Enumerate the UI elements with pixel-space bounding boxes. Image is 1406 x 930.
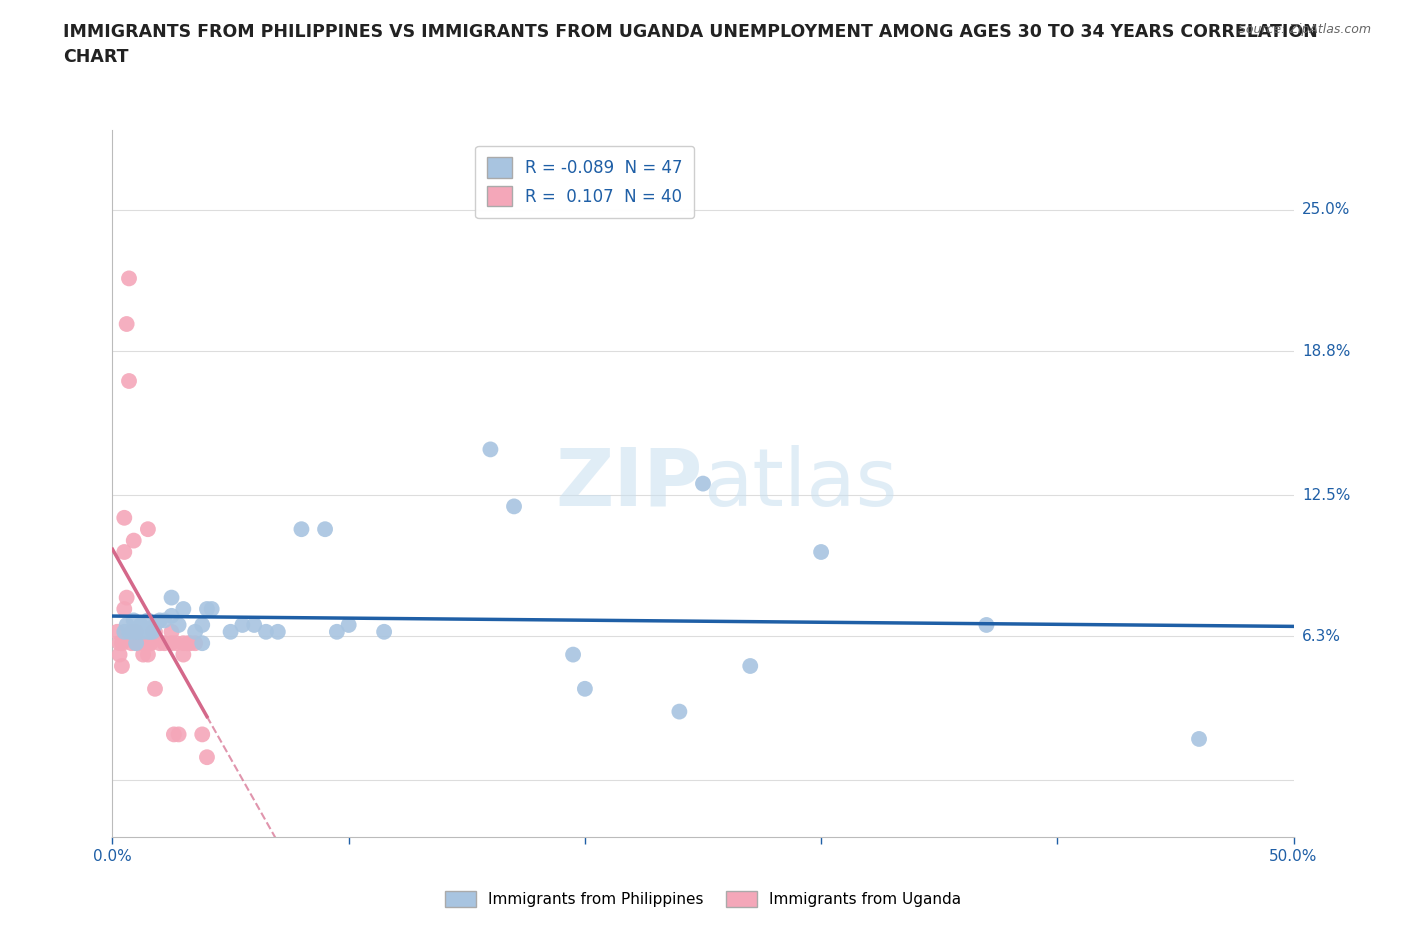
Point (479, 442, 502, 457)
Point (195, 750, 218, 764)
Text: atlas: atlas (703, 445, 897, 523)
Point (191, 636, 214, 651)
Point (165, 636, 187, 651)
Point (153, 636, 176, 651)
Point (136, 613, 159, 628)
Point (139, 636, 162, 651)
Point (160, 608, 183, 623)
Point (136, 624, 159, 639)
Point (125, 636, 148, 651)
Point (112, 511, 135, 525)
Point (143, 618, 166, 632)
Point (167, 618, 190, 632)
Point (191, 727, 214, 742)
Point (668, 704, 690, 719)
Point (143, 682, 166, 697)
Point (231, 618, 253, 632)
Point (132, 647, 155, 662)
Point (337, 618, 360, 632)
Point (118, 374, 141, 389)
Point (142, 624, 165, 639)
Point (177, 636, 200, 651)
Point (132, 624, 155, 639)
Point (108, 636, 131, 651)
Point (136, 522, 159, 537)
Point (184, 624, 207, 639)
Text: 12.5%: 12.5% (1302, 487, 1350, 502)
Point (143, 624, 166, 639)
Text: IMMIGRANTS FROM PHILIPPINES VS IMMIGRANTS FROM UGANDA UNEMPLOYMENT AMONG AGES 30: IMMIGRANTS FROM PHILIPPINES VS IMMIGRANT… (63, 23, 1317, 66)
Point (120, 636, 142, 651)
Point (122, 533, 145, 548)
Point (118, 624, 141, 639)
Point (172, 602, 194, 617)
Point (129, 618, 152, 632)
Point (111, 636, 134, 651)
Point (326, 624, 349, 639)
Point (160, 591, 183, 605)
Point (125, 624, 148, 639)
Point (195, 602, 218, 617)
Point (810, 545, 832, 560)
Point (219, 624, 242, 639)
Point (118, 271, 141, 286)
Point (129, 636, 152, 651)
Point (314, 522, 336, 537)
Point (125, 624, 148, 639)
Point (115, 618, 138, 632)
Text: 6.3%: 6.3% (1302, 629, 1341, 644)
Point (167, 727, 190, 742)
Text: Source: ZipAtlas.com: Source: ZipAtlas.com (1237, 23, 1371, 36)
Point (160, 636, 183, 651)
Point (112, 545, 135, 560)
Point (120, 624, 142, 639)
Point (120, 624, 142, 639)
Point (373, 624, 395, 639)
Point (139, 636, 162, 651)
Point (267, 624, 290, 639)
Point (172, 636, 194, 651)
Point (112, 624, 135, 639)
Point (115, 591, 138, 605)
Point (562, 647, 585, 662)
Point (125, 636, 148, 651)
Point (149, 636, 172, 651)
Text: 25.0%: 25.0% (1302, 203, 1350, 218)
Point (503, 499, 526, 514)
Point (184, 636, 207, 651)
Point (290, 522, 312, 537)
Point (112, 602, 135, 617)
Point (740, 658, 762, 673)
Point (574, 682, 596, 697)
Point (111, 658, 134, 673)
Point (1188, 732, 1211, 747)
Point (139, 624, 162, 639)
Point (692, 476, 714, 491)
Point (115, 316, 138, 331)
Point (179, 636, 201, 651)
Text: ZIP: ZIP (555, 445, 703, 523)
Point (191, 618, 214, 632)
Legend: Immigrants from Philippines, Immigrants from Uganda: Immigrants from Philippines, Immigrants … (439, 884, 967, 913)
Point (172, 647, 194, 662)
Point (105, 624, 128, 639)
Point (149, 613, 172, 628)
Point (142, 624, 165, 639)
Point (163, 727, 186, 742)
Point (127, 624, 149, 639)
Legend: R = -0.089  N = 47, R =  0.107  N = 40: R = -0.089 N = 47, R = 0.107 N = 40 (475, 146, 695, 218)
Point (976, 618, 998, 632)
Point (136, 647, 159, 662)
Point (153, 613, 176, 628)
Point (108, 647, 131, 662)
Point (243, 618, 266, 632)
Text: 18.8%: 18.8% (1302, 344, 1350, 359)
Point (254, 624, 277, 639)
Point (122, 613, 145, 628)
Point (160, 624, 183, 639)
Point (201, 602, 224, 617)
